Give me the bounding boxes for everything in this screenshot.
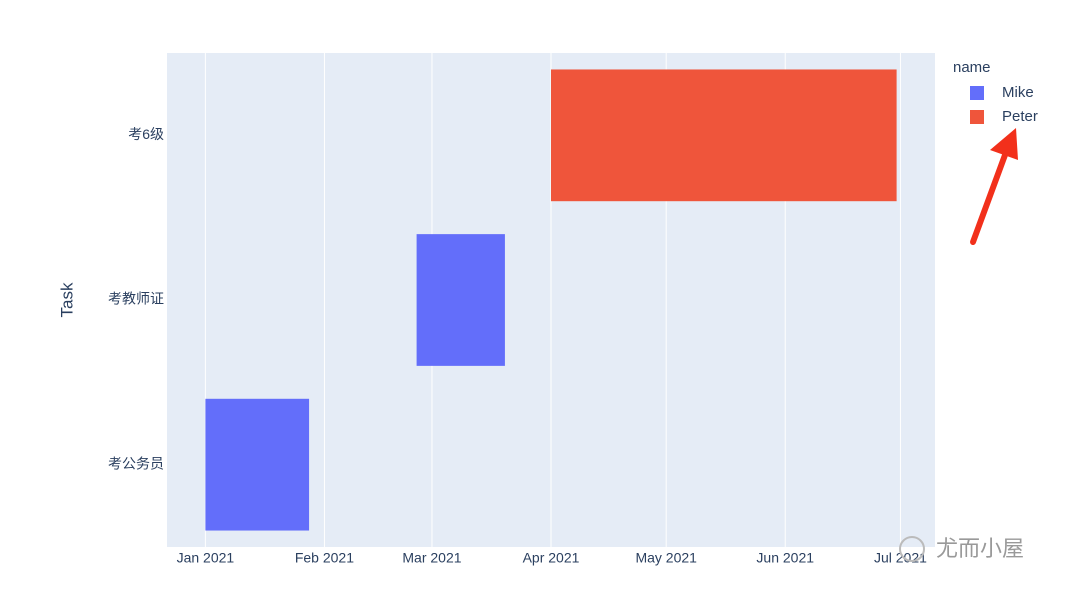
watermark-text: 尤而小屋 — [936, 536, 1024, 561]
x-tick-label: Mar 2021 — [402, 550, 461, 566]
watermark: 尤而小屋 — [899, 536, 1024, 562]
y-axis-label: Task — [57, 282, 76, 317]
x-tick-label: May 2021 — [635, 550, 697, 566]
bar — [416, 234, 505, 366]
x-tick-label: Apr 2021 — [523, 550, 580, 566]
legend-label: Peter — [1002, 108, 1038, 125]
y-tick-label: 考6级 — [128, 126, 164, 142]
arrow-shaft — [970, 152, 1008, 245]
watermark-icon — [899, 536, 925, 562]
bar — [551, 69, 897, 202]
legend-label: Mike — [1002, 84, 1034, 101]
x-tick-label: Jun 2021 — [756, 550, 814, 566]
legend-title: name — [953, 59, 991, 76]
y-tick-label: 考教师证 — [108, 291, 164, 307]
x-tick-label: Feb 2021 — [295, 550, 354, 566]
annotation-arrow — [970, 128, 1018, 245]
y-tick-label: 考公务员 — [108, 455, 164, 471]
legend-swatch — [970, 86, 984, 100]
arrow-head — [990, 128, 1018, 160]
bar — [205, 398, 310, 531]
legend-swatch — [970, 110, 984, 124]
x-tick-label: Jan 2021 — [177, 550, 235, 566]
